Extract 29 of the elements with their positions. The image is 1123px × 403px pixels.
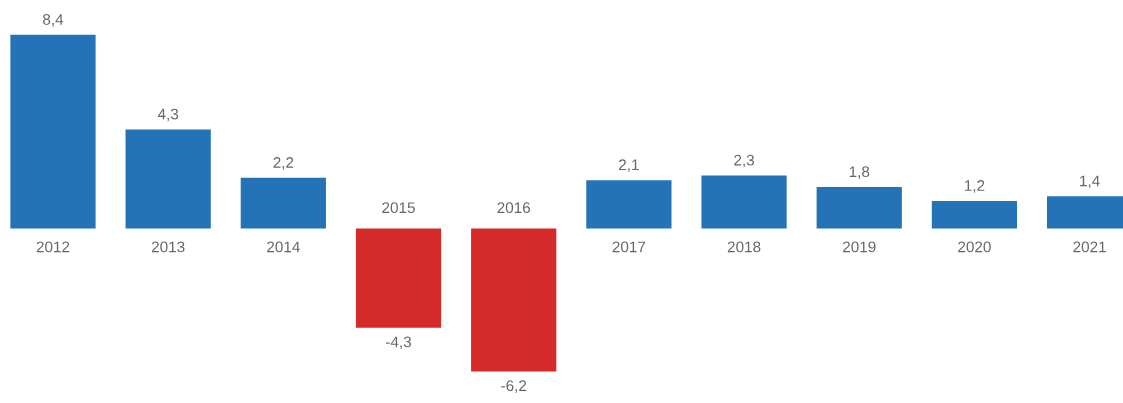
bar [816, 187, 902, 229]
x-tick-label: 2019 [843, 241, 876, 253]
x-tick-label: 2016 [497, 202, 531, 214]
x-tick-label: 2020 [958, 241, 991, 253]
bar [701, 175, 787, 229]
x-tick-label: 2012 [36, 241, 70, 253]
bar [355, 228, 442, 328]
data-label: 8,4 [43, 14, 64, 27]
bar [931, 200, 1018, 229]
x-tick-label: 2015 [382, 202, 415, 214]
bar [10, 34, 96, 229]
data-label: 1,2 [964, 180, 985, 193]
data-label: -4,3 [386, 336, 412, 350]
data-label: 1,8 [849, 166, 870, 179]
x-tick-label: 2021 [1073, 241, 1106, 253]
data-label: -6,2 [501, 380, 527, 393]
x-tick-label: 2017 [612, 241, 646, 253]
bar [586, 180, 672, 229]
data-label: 2,1 [619, 159, 639, 172]
data-label: 2,2 [273, 157, 294, 170]
bar [471, 228, 557, 372]
data-label: 1,4 [1080, 175, 1100, 189]
bar [125, 129, 211, 229]
data-label: 4,3 [157, 108, 179, 122]
data-label: 2,3 [734, 154, 755, 168]
x-tick-label: 2013 [151, 241, 185, 253]
x-tick-label: 2018 [727, 241, 761, 253]
bar [240, 177, 326, 229]
x-tick-label: 2014 [267, 241, 300, 253]
